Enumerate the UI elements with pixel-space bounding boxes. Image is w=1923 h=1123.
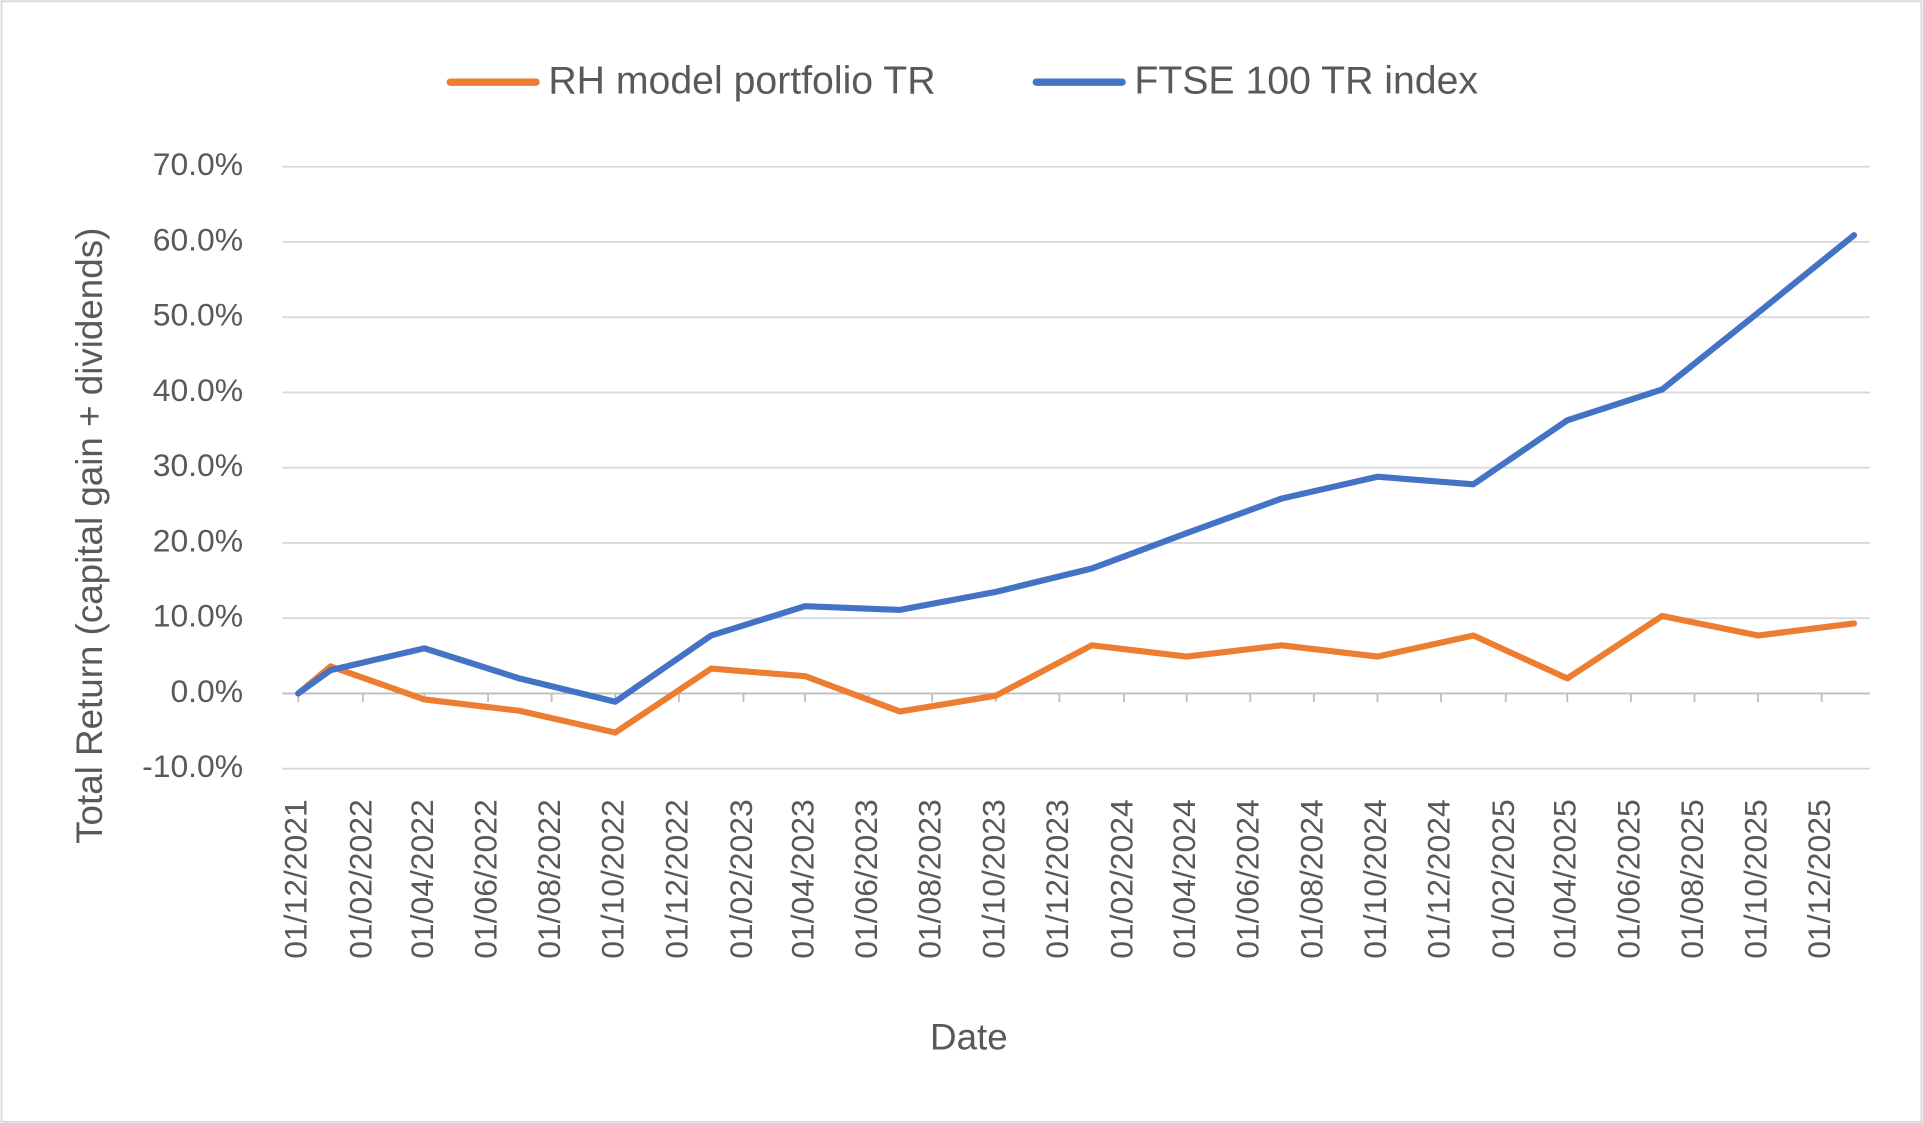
x-tick-label: 01/04/2022 <box>404 799 440 958</box>
x-tick-label: 01/12/2021 <box>278 799 314 958</box>
x-tick-label: 01/02/2024 <box>1104 799 1140 958</box>
y-tick-label: 20.0% <box>153 522 243 558</box>
y-tick-label: 10.0% <box>153 598 243 634</box>
legend-label: FTSE 100 TR index <box>1134 59 1478 103</box>
series-line <box>295 612 1858 736</box>
series-line <box>295 232 1858 705</box>
y-axis-title: Total Return (capital gain + dividends) <box>69 228 110 844</box>
x-tick-label: 01/02/2023 <box>723 799 759 958</box>
y-tick-label: 0.0% <box>170 673 243 709</box>
x-tick-label: 01/06/2022 <box>467 799 503 958</box>
x-tick-label: 01/02/2025 <box>1485 799 1521 958</box>
x-tick-label: 01/12/2025 <box>1801 799 1837 958</box>
x-tick-label: 01/10/2022 <box>595 799 631 958</box>
x-tick-label: 01/10/2023 <box>975 799 1011 958</box>
x-tick-label: 01/04/2025 <box>1547 799 1583 958</box>
legend-label: RH model portfolio TR <box>548 59 935 103</box>
x-tick-label: 01/08/2023 <box>912 799 948 958</box>
x-axis-title: Date <box>930 1016 1008 1057</box>
x-tick-label: 01/12/2022 <box>658 799 694 958</box>
x-tick-label: 01/10/2024 <box>1357 799 1393 958</box>
x-tick-label: 01/04/2023 <box>784 799 820 958</box>
y-tick-label: 60.0% <box>153 221 243 257</box>
x-tick-label: 01/10/2025 <box>1738 799 1774 958</box>
x-tick-label: 01/08/2024 <box>1293 799 1329 958</box>
y-tick-label: -10.0% <box>142 748 243 784</box>
x-tick-label: 01/02/2022 <box>342 799 378 958</box>
x-tick-label: 01/04/2024 <box>1166 799 1202 958</box>
x-tick-label: 01/06/2024 <box>1230 799 1266 958</box>
x-tick-label: 01/12/2024 <box>1421 799 1457 958</box>
y-tick-label: 30.0% <box>153 447 243 483</box>
x-tick-label: 01/12/2023 <box>1039 799 1075 958</box>
y-tick-label: 50.0% <box>153 297 243 333</box>
x-tick-label: 01/06/2025 <box>1610 799 1646 958</box>
y-tick-label: 40.0% <box>153 372 243 408</box>
y-tick-label: 70.0% <box>153 146 243 182</box>
x-tick-label: 01/08/2022 <box>531 799 567 958</box>
x-tick-label: 01/08/2025 <box>1674 799 1710 958</box>
x-tick-label: 01/06/2023 <box>848 799 884 958</box>
